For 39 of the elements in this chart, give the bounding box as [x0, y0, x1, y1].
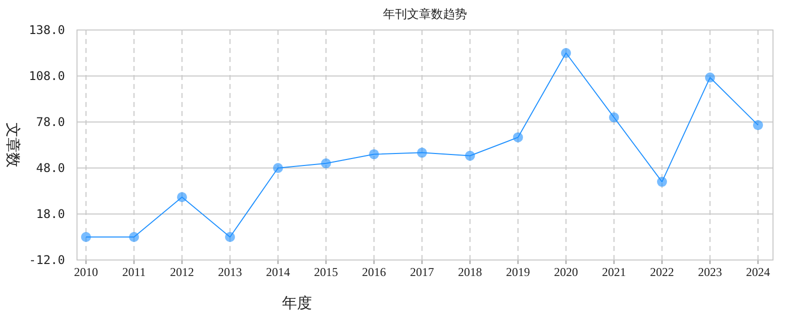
chart-title: 年刊文章数趋势: [383, 7, 467, 21]
x-tick-label: 2015: [314, 265, 338, 279]
x-tick-label: 2023: [698, 265, 722, 279]
point: [705, 72, 715, 83]
point: [513, 132, 523, 142]
x-tick-label: 2010: [74, 265, 98, 279]
point: [657, 176, 667, 187]
point: [369, 149, 379, 160]
point: [753, 120, 763, 130]
point: [273, 163, 283, 173]
x-tick-label: 2011: [122, 265, 146, 279]
x-tick-label: 2013: [218, 265, 242, 279]
point: [417, 148, 427, 158]
x-tick-label: 2022: [650, 265, 674, 279]
point: [609, 112, 619, 122]
point: [465, 150, 475, 161]
point: [561, 48, 571, 58]
x-tick-label: 2018: [458, 265, 482, 279]
y-tick-label: 18.0: [36, 207, 65, 221]
x-tick-label: 2024: [746, 265, 770, 279]
y-tick-label: 78.0: [36, 115, 65, 129]
x-tick-label: 2017: [410, 265, 434, 279]
point: [225, 232, 235, 242]
x-tick-label: 2012: [170, 265, 194, 279]
x-tick-label: 2014: [266, 265, 290, 279]
x-tick-label: 2021: [602, 265, 626, 279]
point: [321, 158, 331, 168]
point: [81, 232, 91, 242]
x-axis-title: 年度: [282, 294, 312, 312]
x-tick-label: 2016: [362, 265, 386, 279]
y-tick-label: -12.0: [28, 253, 65, 267]
point: [129, 232, 139, 242]
y-tick-label: 48.0: [36, 161, 65, 175]
x-tick-label: 2020: [554, 265, 578, 279]
point: [177, 192, 187, 202]
y-tick-label: 108.0: [28, 69, 65, 83]
y-tick-label: 138.0: [28, 23, 65, 37]
y-axis-title: 文章数: [4, 122, 22, 168]
x-tick-label: 2019: [506, 265, 530, 279]
